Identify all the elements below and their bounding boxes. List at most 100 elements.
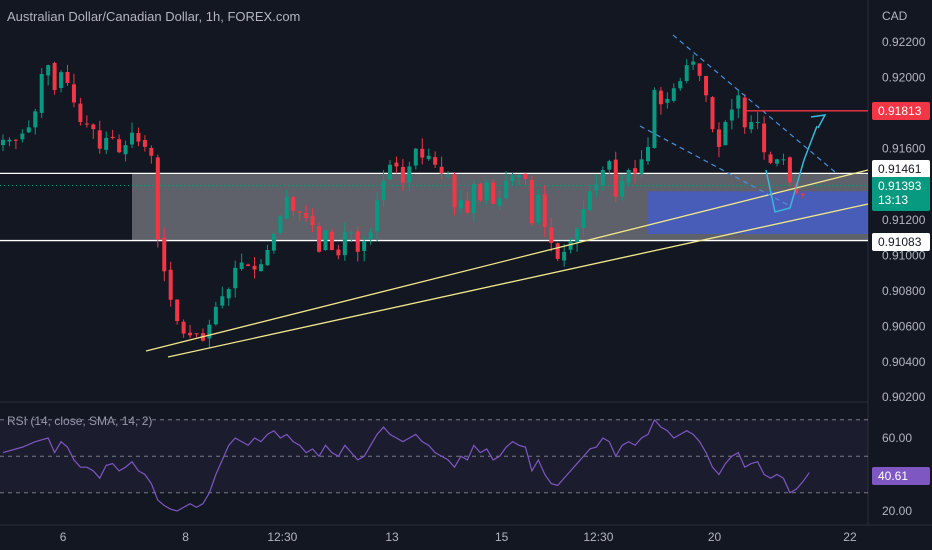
time-tick-label: 13 (385, 530, 399, 544)
rsi-title: RSI (14, close, SMA, 14, 2) (7, 414, 153, 428)
candle-body (39, 74, 44, 113)
rsi-current-label: 40.61 (872, 467, 930, 485)
candle-body (252, 265, 257, 270)
candle-body (787, 157, 792, 183)
candle-body (646, 146, 650, 162)
candle-body (155, 157, 160, 240)
candle-body (594, 184, 599, 191)
candle-body (394, 162, 399, 167)
candle-body (536, 194, 541, 223)
candle-body (484, 182, 489, 201)
candle-body (136, 132, 141, 142)
price-tick-label: 0.90400 (882, 355, 926, 369)
price-tick-label: 0.91200 (882, 213, 926, 227)
candle-body (97, 130, 102, 149)
rsi-line (2, 418, 810, 512)
price-label-support: 0.91083 (872, 233, 930, 251)
candle-body (130, 132, 134, 145)
candle-body (549, 227, 554, 243)
candle-body (433, 157, 438, 165)
time-tick-label: 6 (60, 530, 67, 544)
candle-body (697, 63, 702, 76)
candle-body (71, 84, 76, 103)
candle-body (781, 159, 786, 161)
price-label-current: 0.91393 13:13 (872, 177, 930, 211)
candle-body (142, 140, 147, 147)
price-tick-label: 0.90600 (882, 319, 926, 333)
price-tick-label: 0.92200 (882, 35, 926, 49)
candle-body (742, 97, 747, 128)
price-label-resistance: 0.91461 (872, 160, 930, 178)
candle-body (755, 122, 760, 123)
price-tick-label: 0.91600 (882, 142, 926, 156)
candle-body (587, 191, 592, 211)
time-tick-label: 12:30 (267, 530, 297, 544)
candle-body (297, 211, 302, 213)
candle-body (110, 136, 115, 138)
candle-body (259, 264, 263, 272)
candle-body (33, 111, 38, 128)
candle-body (336, 249, 341, 256)
time-tick-label: 8 (182, 530, 189, 544)
candle-body (1, 139, 5, 146)
candle-body (529, 179, 534, 224)
candle-body (123, 145, 128, 155)
candle-body (471, 184, 476, 214)
time-tick-label: 20 (708, 530, 722, 544)
trendline-upper (145, 169, 869, 352)
candle-body (117, 139, 122, 153)
symbol-name: Australian Dollar/Canadian Dollar (7, 9, 199, 24)
candle-body (729, 109, 734, 121)
candle-body (239, 262, 244, 269)
candle-body (310, 216, 315, 226)
candle-body (691, 61, 696, 65)
candle-body (607, 161, 612, 170)
candle-body (555, 243, 560, 259)
candle-body (762, 123, 767, 153)
candle-body (600, 170, 605, 185)
candle-body (542, 194, 547, 227)
candle-body (149, 147, 154, 156)
candle-body (768, 154, 773, 163)
candle-body (775, 159, 779, 164)
candle-body (323, 230, 328, 251)
candle-body (246, 264, 251, 266)
candle-body (7, 139, 12, 142)
candle-body (478, 183, 483, 201)
candle-body (84, 123, 89, 125)
candle-body (678, 81, 683, 89)
candle-body (749, 122, 754, 130)
candle-body (517, 175, 521, 178)
candle-body (175, 299, 180, 322)
candle-body (207, 324, 212, 339)
candle-body (65, 71, 70, 83)
candle-body (304, 212, 309, 218)
candle-body (291, 197, 296, 211)
candle-body (46, 65, 51, 76)
candle-body (458, 200, 463, 209)
candle-body (620, 180, 625, 197)
candle-body (420, 148, 425, 158)
candle-body (439, 166, 444, 174)
candle-body (59, 72, 64, 88)
candle-body (278, 216, 283, 233)
price-tick-label: 0.90800 (882, 284, 926, 298)
candle-body (652, 90, 657, 149)
candle-body (562, 251, 567, 261)
candle-body (91, 124, 96, 130)
exchange-name: FOREX.com (227, 9, 301, 24)
candle-body (226, 289, 231, 299)
channel-lower (639, 125, 791, 207)
time-tick-label: 22 (843, 530, 857, 544)
candle-body (568, 241, 573, 250)
channel-upper (672, 34, 836, 173)
candle-body (317, 226, 322, 252)
candle-body (271, 234, 276, 251)
candle-body (213, 306, 218, 325)
candle-body (368, 232, 373, 240)
candle-body (181, 321, 186, 334)
candle-body (168, 269, 173, 300)
candle-body (684, 65, 689, 82)
candle-body (342, 232, 347, 256)
